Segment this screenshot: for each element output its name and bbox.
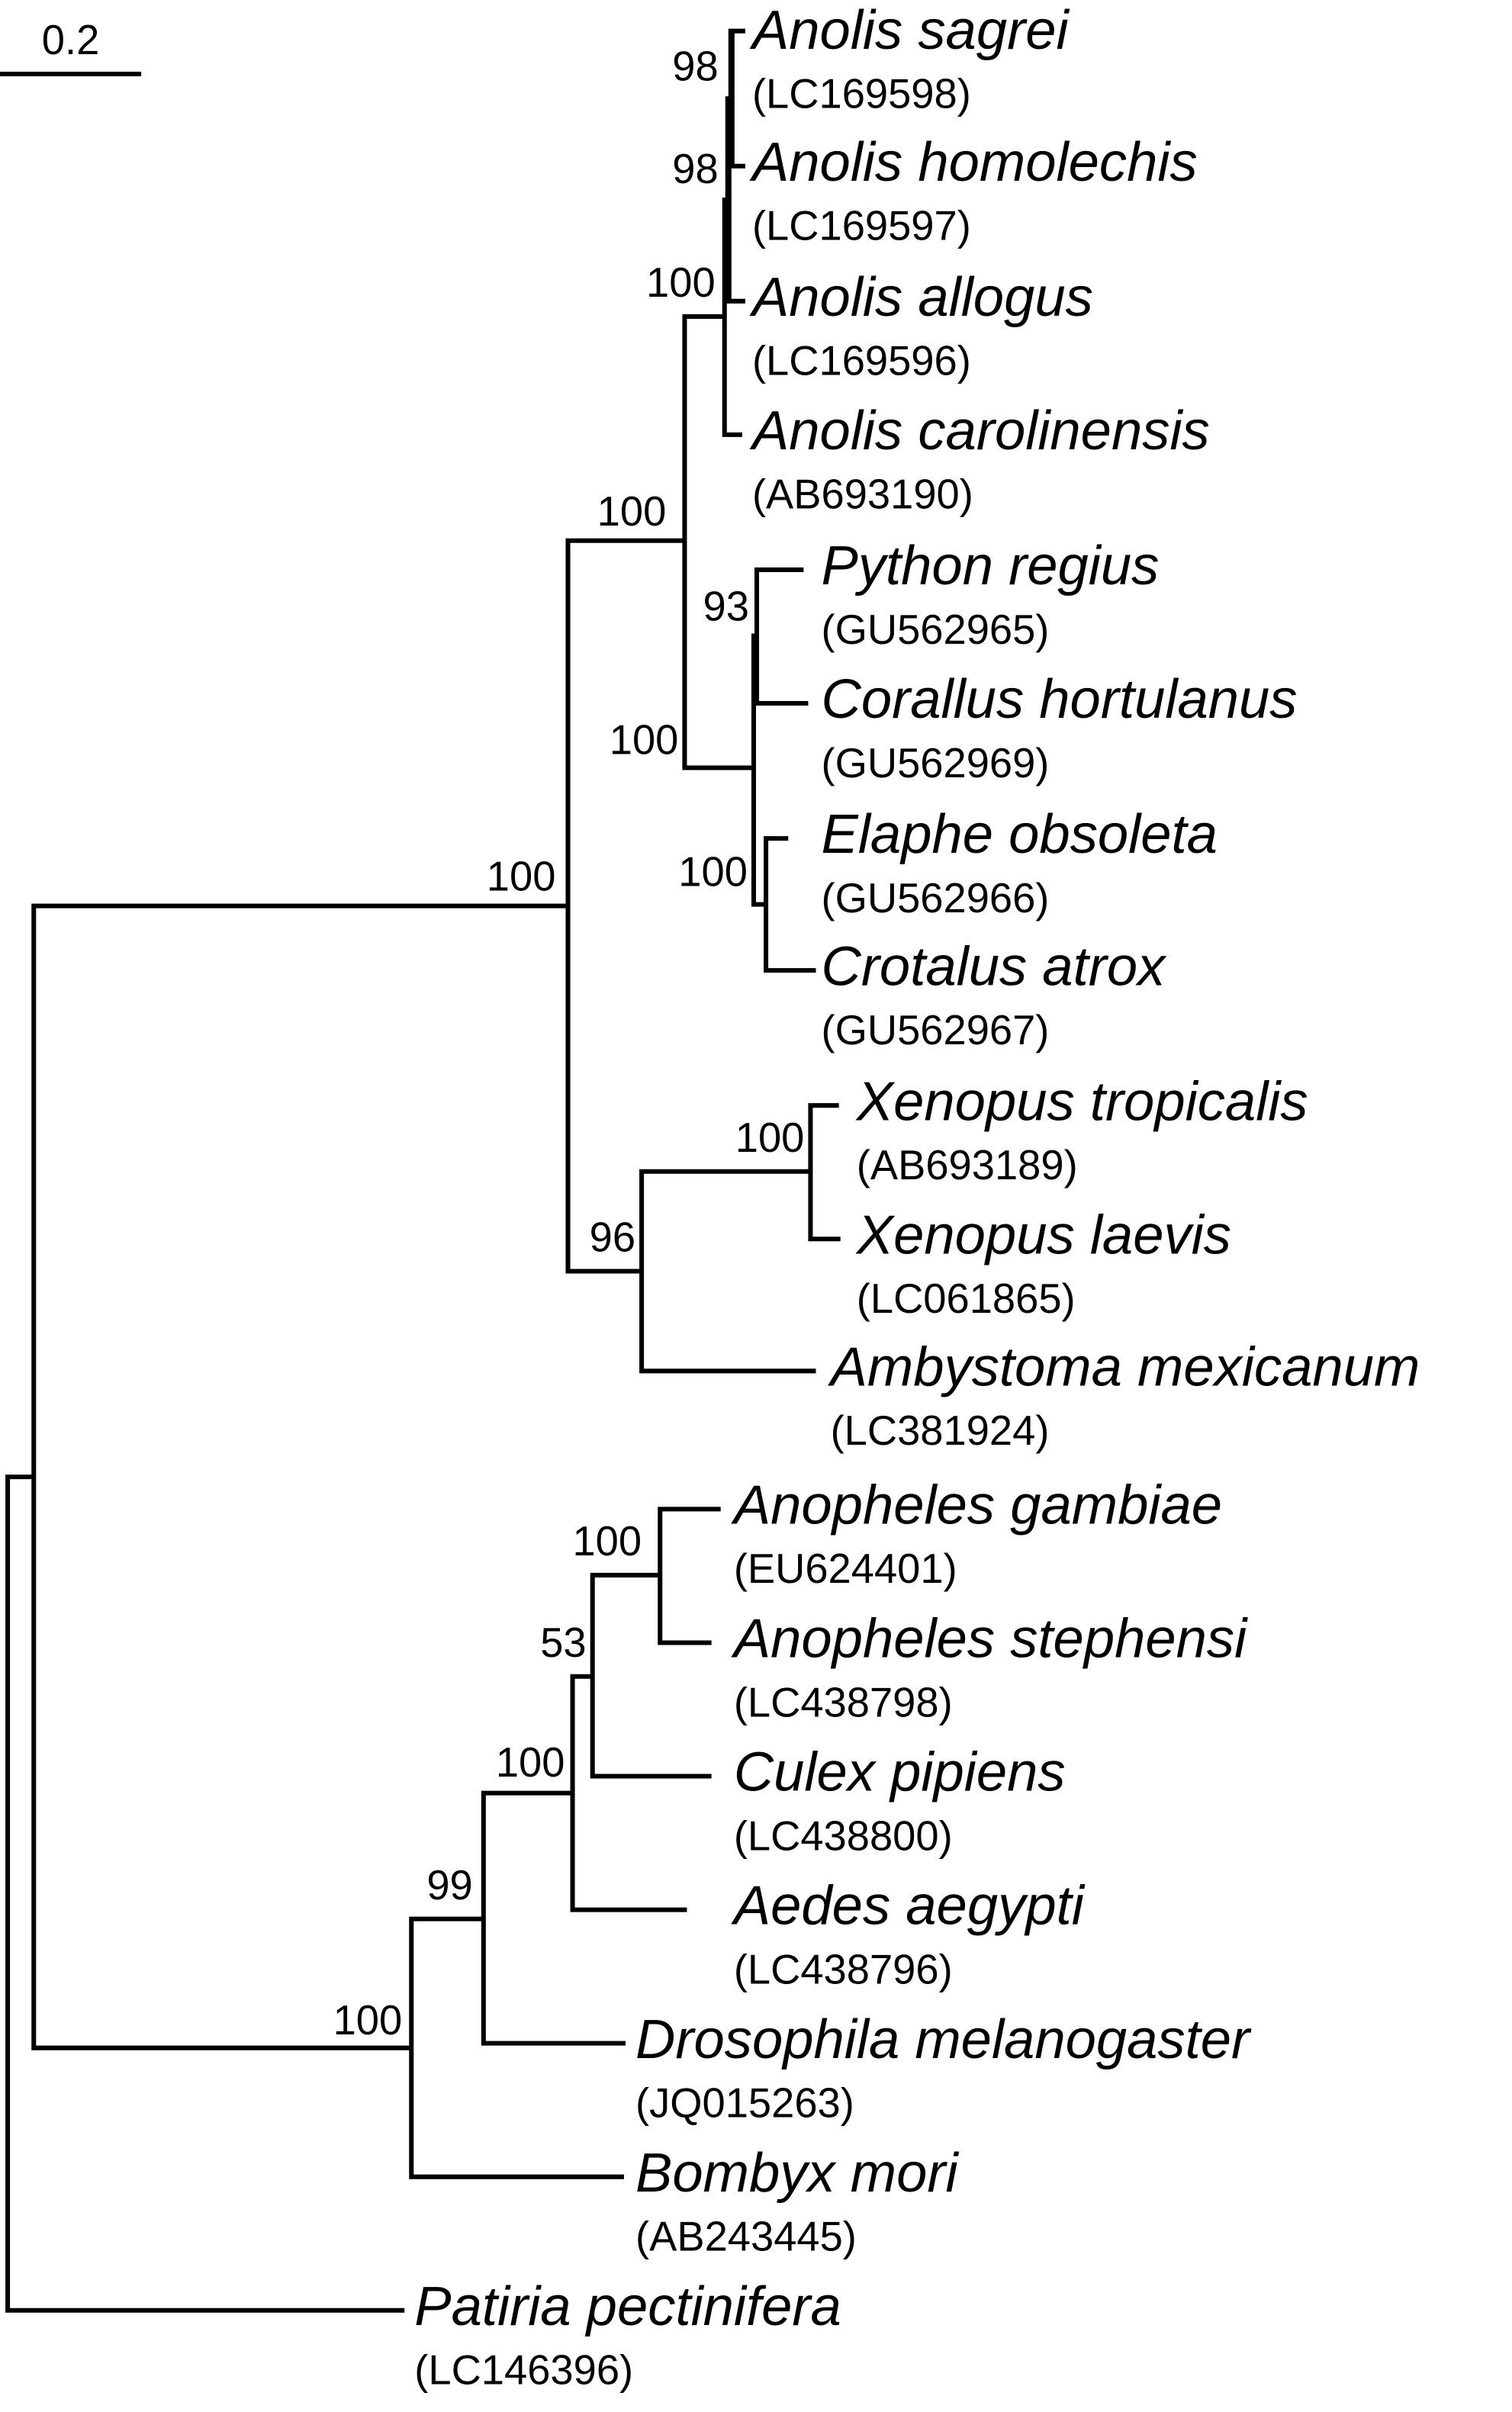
taxon-accession: (GU562965) [822,606,1050,653]
taxon-accession: (GU562967) [822,1007,1050,1053]
taxon-accession: (AB693189) [857,1142,1078,1188]
taxon-accession: (LC381924) [831,1407,1050,1454]
taxon-accession: (LC438798) [734,1679,953,1725]
taxon-accession: (EU624401) [734,1545,957,1592]
taxon-name: Aedes aegypti [731,1875,1086,1937]
taxon-name: Anolis allogus [749,266,1093,328]
thick-branches [726,31,735,301]
bootstrap-value: 100 [572,1518,642,1565]
taxon-name: Crotalus atrox [822,935,1168,997]
taxon-name: Bombyx mori [635,2142,959,2204]
bootstrap-value: 100 [333,1997,403,2044]
bootstrap-value: 98 [672,146,718,192]
bootstrap-value: 100 [735,1114,805,1161]
taxon-accession: (AB243445) [635,2214,857,2260]
taxon-accession: (LC438800) [734,1812,953,1859]
taxon-accession: (JQ015263) [635,2079,854,2126]
bootstrap-value: 98 [672,43,718,89]
tree-branches [5,28,841,2313]
taxon-accession: (LC438796) [734,1946,953,1992]
taxon-name: Anolis sagrei [749,0,1070,61]
taxon-name: Anolis carolinensis [749,400,1210,461]
taxon-accession: (GU562969) [822,740,1050,786]
taxon-name: Anopheles stephensi [731,1608,1248,1670]
taxon-accession: (LC169596) [752,338,971,384]
taxon-name: Corallus hortulanus [822,668,1298,730]
bootstrap-value: 53 [540,1619,586,1666]
taxon-name: Ambystoma mexicanum [828,1336,1420,1397]
taxon-name: Xenopus tropicalis [855,1070,1308,1132]
taxon-accession: (LC146396) [414,2347,633,2394]
taxon-name: Anolis homolechis [749,131,1198,193]
taxon-name: Python regius [822,535,1160,597]
scale-bar-label: 0.2 [42,17,100,63]
taxon-accession: (AB693190) [752,471,973,518]
taxon-accession: (LC169597) [752,203,971,249]
taxon-name: Patiria pectinifera [414,2275,841,2337]
bootstrap-value: 100 [597,488,667,535]
bootstrap-value: 100 [487,854,556,900]
taxon-name: Xenopus laevis [855,1204,1231,1265]
bootstrap-value: 100 [496,1739,565,1786]
taxon-accession: (GU562966) [822,875,1050,921]
taxon-accession: (LC169598) [752,71,971,117]
taxon-name: Elaphe obsoleta [822,803,1218,865]
bootstrap-value: 93 [703,584,749,630]
bootstrap-value: 100 [610,717,679,764]
bootstrap-value: 99 [426,1862,472,1909]
taxon-accession: (LC061865) [857,1275,1076,1322]
bootstrap-value: 100 [678,849,748,896]
taxon-name: Culex pipiens [734,1741,1066,1803]
bootstrap-value: 96 [590,1214,635,1261]
taxon-name: Drosophila melanogaster [635,2008,1252,2070]
taxon-name: Anopheles gambiae [731,1475,1222,1536]
bootstrap-value: 100 [646,259,716,306]
